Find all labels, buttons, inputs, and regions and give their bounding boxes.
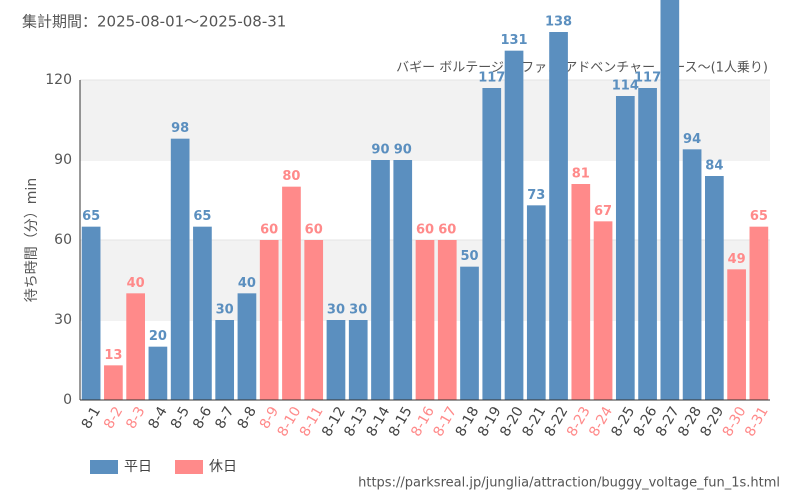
bar bbox=[282, 186, 301, 400]
value-label: 94 bbox=[683, 132, 701, 147]
value-label: 81 bbox=[572, 167, 590, 182]
bar bbox=[638, 88, 657, 400]
bar bbox=[104, 365, 123, 400]
chart-subtitle: バギー ボルテージ 〜ファン アドベンチャー コース〜(1人乗り) bbox=[396, 61, 768, 76]
bar bbox=[415, 240, 435, 400]
value-label: 117 bbox=[478, 71, 505, 86]
value-label: 114 bbox=[612, 79, 639, 94]
value-label: 67 bbox=[594, 204, 612, 219]
value-label: 90 bbox=[394, 143, 412, 158]
value-label: 131 bbox=[500, 33, 527, 48]
y-tick-label: 90 bbox=[54, 152, 72, 168]
bar bbox=[348, 320, 368, 400]
value-label: 49 bbox=[728, 252, 746, 267]
bar bbox=[193, 226, 212, 400]
bar bbox=[682, 149, 702, 400]
value-label: 13 bbox=[104, 348, 122, 363]
bar bbox=[460, 266, 479, 400]
x-tick-label: 8-6 bbox=[190, 404, 215, 432]
bar bbox=[81, 226, 101, 400]
x-tick-label: 8-5 bbox=[168, 404, 193, 432]
value-label: 20 bbox=[149, 329, 167, 344]
value-label: 138 bbox=[545, 15, 572, 30]
bar bbox=[215, 320, 235, 400]
bar bbox=[237, 293, 257, 400]
value-label: 117 bbox=[634, 71, 661, 86]
bar bbox=[371, 160, 390, 400]
bar bbox=[526, 205, 546, 400]
source-url: https://parksreal.jp/junglia/attraction/… bbox=[358, 476, 780, 491]
bar bbox=[126, 293, 145, 400]
bar bbox=[259, 240, 279, 400]
x-tick-label: 8-31 bbox=[742, 404, 772, 440]
value-label: 73 bbox=[527, 188, 545, 203]
bar bbox=[615, 96, 635, 400]
value-label: 65 bbox=[193, 209, 211, 224]
value-label: 60 bbox=[305, 223, 323, 238]
legend-swatch bbox=[90, 460, 118, 474]
value-label: 40 bbox=[238, 276, 256, 291]
x-tick-label: 8-4 bbox=[146, 404, 171, 432]
bar bbox=[660, 0, 680, 400]
legend-label: 平日 bbox=[124, 459, 152, 475]
bar bbox=[393, 160, 413, 400]
value-label: 30 bbox=[216, 303, 234, 318]
value-label: 60 bbox=[416, 223, 434, 238]
y-tick-label: 60 bbox=[54, 232, 72, 248]
legend-label: 休日 bbox=[209, 459, 237, 475]
x-tick-label: 8-7 bbox=[212, 404, 237, 432]
y-tick-label: 0 bbox=[63, 392, 72, 408]
value-label: 80 bbox=[282, 169, 300, 184]
value-label: 30 bbox=[349, 303, 367, 318]
x-tick-label: 8-2 bbox=[101, 404, 126, 432]
y-tick-label: 120 bbox=[45, 72, 72, 88]
bar bbox=[326, 320, 346, 400]
bar bbox=[727, 269, 746, 400]
value-label: 84 bbox=[705, 159, 723, 174]
value-label: 40 bbox=[127, 276, 145, 291]
bar bbox=[571, 184, 591, 400]
x-tick-label: 8-3 bbox=[123, 404, 148, 432]
value-label: 90 bbox=[371, 143, 389, 158]
x-tick-label: 8-1 bbox=[79, 404, 104, 432]
bar bbox=[549, 32, 568, 400]
chart-title: 集計期間：2025-08-01～2025-08-31 bbox=[22, 13, 286, 31]
legend-swatch bbox=[175, 460, 203, 474]
value-label: 65 bbox=[750, 209, 768, 224]
value-label: 98 bbox=[171, 121, 189, 136]
value-label: 60 bbox=[260, 223, 278, 238]
bar bbox=[705, 176, 724, 400]
bar bbox=[148, 346, 168, 400]
bar bbox=[437, 240, 457, 400]
value-label: 30 bbox=[327, 303, 345, 318]
value-label: 65 bbox=[82, 209, 100, 224]
bar bbox=[749, 226, 769, 400]
bar bbox=[593, 221, 613, 400]
value-label: 60 bbox=[438, 223, 456, 238]
value-label: 50 bbox=[460, 249, 478, 264]
y-tick-label: 30 bbox=[54, 312, 72, 328]
bar bbox=[504, 50, 524, 401]
y-axis-label: 待ち時間（分）min bbox=[24, 178, 40, 302]
bar bbox=[304, 240, 324, 400]
bar bbox=[170, 138, 190, 400]
x-tick-label: 8-8 bbox=[235, 404, 260, 432]
bar bbox=[482, 88, 502, 400]
